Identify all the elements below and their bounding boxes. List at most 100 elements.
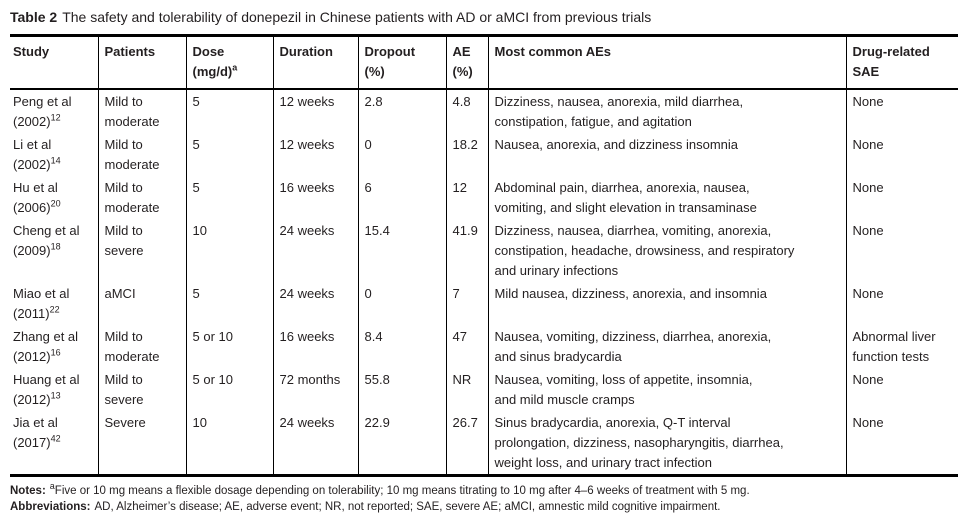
drug-related-sae-cell: None: [845, 219, 958, 282]
dropout-cell: 0: [357, 133, 446, 176]
header-label: Dropout: [364, 44, 416, 59]
study-year: (2011): [13, 306, 50, 321]
study-name: Jia et al: [13, 415, 58, 430]
header-label: Most common AEs: [494, 44, 612, 59]
study-year: (2002): [13, 114, 51, 129]
study-ref: 13: [50, 390, 61, 401]
drug-related-sae-cell: Abnormal liver function tests: [845, 325, 958, 368]
drug-related-sae-cell: None: [845, 176, 958, 219]
col-header-duration: Duration: [272, 35, 358, 90]
study-name: Miao et al: [13, 286, 70, 301]
study-cell: Jia et al (2017)42: [10, 411, 98, 476]
table-row: Zhang et al (2012)16 Mild to moderate 5 o…: [10, 325, 958, 368]
table-title: Table 2 The safety and tolerability of do…: [10, 8, 958, 26]
drug-related-sae-cell: None: [845, 133, 958, 176]
drug-related-sae-cell: None: [845, 411, 958, 476]
patients-cell: Mild to moderate: [97, 133, 186, 176]
notes-label: Notes:: [10, 485, 46, 497]
study-year: (2012): [13, 349, 51, 364]
study-year: (2006): [13, 200, 51, 215]
table-row: Huang et al (2012)13 Mild to severe 5 or …: [10, 368, 958, 411]
patients-cell: Mild to moderate: [97, 89, 186, 133]
patients-cell: Mild to moderate: [97, 176, 186, 219]
dose-cell: 5: [185, 89, 273, 133]
table-title-label: Table 2: [10, 9, 58, 25]
study-cell: Li et al (2002)14: [10, 133, 98, 176]
drug-related-sae-cell: None: [845, 89, 958, 133]
notes-line: Notes: aFive or 10 mg means a flexible do…: [10, 481, 958, 499]
most-common-aes-cell: Mild nausea, dizziness, anorexia, and in…: [487, 282, 846, 325]
duration-cell: 16 weeks: [272, 176, 358, 219]
study-cell: Huang et al (2012)13: [10, 368, 98, 411]
dropout-cell: 22.9: [357, 411, 446, 476]
study-year: (2002): [13, 157, 51, 172]
study-ref: 22: [49, 304, 60, 315]
study-year: (2012): [13, 392, 51, 407]
duration-cell: 12 weeks: [272, 89, 358, 133]
study-ref: 20: [50, 198, 61, 209]
dropout-cell: 55.8: [357, 368, 446, 411]
study-name: Peng et al: [13, 94, 72, 109]
dose-cell: 10: [185, 411, 273, 476]
abbreviations-text: AD, Alzheimer’s disease; AE, adverse eve…: [94, 501, 721, 513]
dropout-cell: 6: [357, 176, 446, 219]
ae-cell: 26.7: [445, 411, 488, 476]
abbreviations-line: Abbreviations: AD, Alzheimer’s disease; A…: [10, 499, 958, 515]
study-ref: 16: [50, 347, 61, 358]
dose-cell: 5 or 10: [185, 325, 273, 368]
header-label: Duration: [279, 44, 333, 59]
duration-cell: 16 weeks: [272, 325, 358, 368]
dose-footnote-marker: a: [232, 62, 238, 73]
study-cell: Zhang et al (2012)16: [10, 325, 98, 368]
ae-cell: NR: [445, 368, 488, 411]
study-ref: 18: [50, 241, 61, 252]
header-label: Dose: [192, 44, 225, 59]
study-cell: Hu et al (2006)20: [10, 176, 98, 219]
table-title-text: The safety and tolerability of donepezil…: [62, 9, 652, 25]
patients-cell: Mild to severe: [97, 368, 186, 411]
col-header-study: Study: [10, 35, 98, 90]
patients-cell: Mild to moderate: [97, 325, 186, 368]
drug-related-sae-cell: None: [845, 368, 958, 411]
dose-cell: 5: [185, 133, 273, 176]
dropout-cell: 15.4: [357, 219, 446, 282]
table-row: Li et al (2002)14 Mild to moderate 5 12 w…: [10, 133, 958, 176]
safety-tolerability-table: Study Patients Dose (mg/d)a Duration Drop…: [10, 34, 958, 477]
table-row: Miao et al (2011)22 aMCI 5 24 weeks 0 7 M…: [10, 282, 958, 325]
study-name: Li et al: [13, 137, 52, 152]
col-header-dropout: Dropout (%): [357, 35, 446, 90]
study-name: Zhang et al: [13, 329, 79, 344]
abbreviations-label: Abbreviations:: [10, 501, 91, 513]
ae-cell: 41.9: [445, 219, 488, 282]
dose-cell: 5 or 10: [185, 368, 273, 411]
dose-cell: 5: [185, 282, 273, 325]
study-ref: 42: [50, 433, 61, 444]
most-common-aes-cell: Sinus bradycardia, anorexia, Q-T interva…: [487, 411, 846, 476]
ae-cell: 18.2: [445, 133, 488, 176]
study-name: Cheng et al: [13, 223, 80, 238]
ae-cell: 7: [445, 282, 488, 325]
patients-cell: Severe: [97, 411, 186, 476]
patients-cell: aMCI: [97, 282, 186, 325]
study-name: Hu et al: [13, 180, 58, 195]
most-common-aes-cell: Nausea, vomiting, loss of appetite, inso…: [487, 368, 846, 411]
ae-cell: 4.8: [445, 89, 488, 133]
table-footnotes: Notes: aFive or 10 mg means a flexible do…: [10, 481, 958, 515]
study-ref: 12: [50, 112, 61, 123]
header-label: Drug-related: [852, 44, 930, 59]
col-header-most-common-aes: Most common AEs: [487, 35, 846, 90]
table-row: Peng et al (2002)12 Mild to moderate 5 12…: [10, 89, 958, 133]
duration-cell: 12 weeks: [272, 133, 358, 176]
notes-footnote-marker: a: [49, 481, 55, 492]
notes-text: Five or 10 mg means a flexible dosage de…: [54, 485, 750, 497]
study-cell: Miao et al (2011)22: [10, 282, 98, 325]
study-year: (2017): [13, 435, 51, 450]
most-common-aes-cell: Nausea, vomiting, dizziness, diarrhea, a…: [487, 325, 846, 368]
col-header-dose: Dose (mg/d)a: [185, 35, 273, 90]
header-label: Patients: [104, 44, 156, 59]
duration-cell: 24 weeks: [272, 219, 358, 282]
dropout-cell: 2.8: [357, 89, 446, 133]
study-ref: 14: [50, 155, 61, 166]
table-row: Cheng et al (2009)18 Mild to severe 10 24…: [10, 219, 958, 282]
duration-cell: 72 months: [272, 368, 358, 411]
